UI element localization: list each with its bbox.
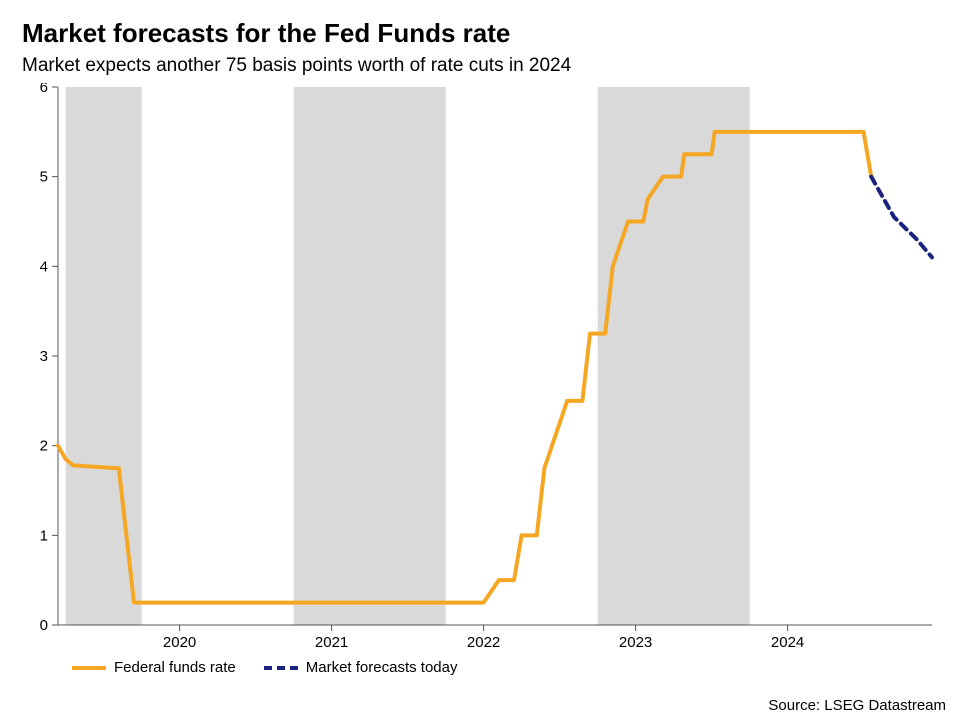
chart-svg: 0 1 2 3 4 5 6 2020 2021 2022 2023 2024 xyxy=(22,83,938,653)
svg-text:2023: 2023 xyxy=(619,634,652,651)
svg-text:2020: 2020 xyxy=(163,634,196,651)
source-text: Source: LSEG Datastream xyxy=(768,697,946,714)
legend-label-forecast: Market forecasts today xyxy=(306,659,458,676)
legend: Federal funds rate Market forecasts toda… xyxy=(22,653,938,678)
svg-text:5: 5 xyxy=(40,169,48,186)
chart-title: Market forecasts for the Fed Funds rate xyxy=(22,18,938,49)
svg-text:6: 6 xyxy=(40,83,48,96)
chart-subtitle: Market expects another 75 basis points w… xyxy=(22,55,938,77)
svg-text:2: 2 xyxy=(40,438,48,455)
chart-container: Market forecasts for the Fed Funds rate … xyxy=(0,0,960,720)
chart-plot-area: 0 1 2 3 4 5 6 2020 2021 2022 2023 2024 xyxy=(22,83,938,653)
svg-text:2021: 2021 xyxy=(315,634,348,651)
legend-swatch-fed-funds xyxy=(72,666,106,670)
svg-text:0: 0 xyxy=(40,617,48,634)
svg-text:1: 1 xyxy=(40,527,48,544)
svg-text:2022: 2022 xyxy=(467,634,500,651)
svg-text:4: 4 xyxy=(40,258,48,275)
legend-label-fed-funds: Federal funds rate xyxy=(114,659,236,676)
legend-item-fed-funds: Federal funds rate xyxy=(72,659,236,676)
svg-text:2024: 2024 xyxy=(771,634,804,651)
svg-text:3: 3 xyxy=(40,348,48,365)
legend-swatch-forecast xyxy=(264,666,298,670)
legend-item-forecast: Market forecasts today xyxy=(264,659,458,676)
